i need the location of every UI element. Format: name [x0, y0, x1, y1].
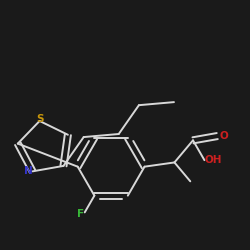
Text: OH: OH [205, 155, 222, 165]
Text: S: S [36, 114, 43, 124]
Text: O: O [219, 131, 228, 141]
Text: F: F [78, 209, 84, 219]
Text: N: N [24, 166, 33, 176]
